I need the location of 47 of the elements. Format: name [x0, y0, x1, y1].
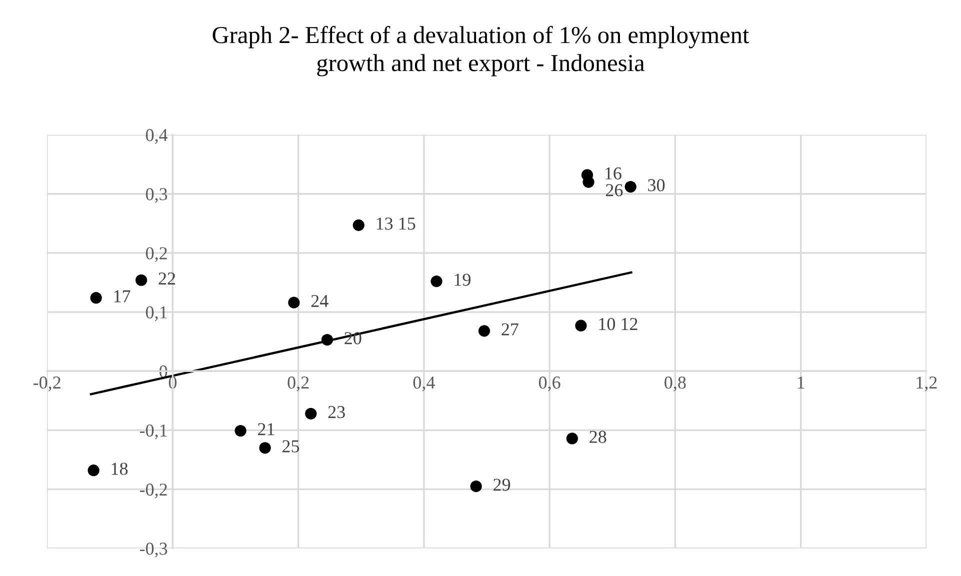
point [470, 480, 482, 492]
annotation: 25 [282, 440, 300, 452]
annotation: 24 [311, 294, 328, 307]
annotation: 16 [605, 167, 622, 180]
point [566, 432, 578, 444]
annotation: 29 [494, 478, 510, 491]
y-tick-label: 0,3 [146, 188, 168, 203]
point [575, 320, 587, 332]
point [321, 334, 334, 346]
annotation: 23 [328, 406, 345, 418]
point [430, 275, 442, 288]
x-tick-label: -0,2 [33, 376, 60, 392]
y-tick-label: -0,2 [140, 484, 167, 498]
x-tick-label: 0,8 [664, 376, 686, 392]
point [352, 219, 364, 231]
annotation: 26 [606, 184, 623, 196]
chart-title: Graph 2- Effect of a devaluation of 1% on employment growth and net export - Indonesia [212, 26, 750, 76]
point [305, 408, 317, 420]
annotation: 17 [114, 290, 130, 302]
x-tick-label: 1 [798, 376, 804, 388]
point [259, 442, 271, 454]
point [135, 274, 148, 286]
point [478, 325, 490, 337]
y-tick-label: 0,4 [146, 129, 168, 144]
annotation: 21 [258, 423, 274, 436]
annotation: 28 [590, 430, 606, 443]
y-tick-label: 0,1 [146, 306, 167, 322]
point [582, 176, 594, 188]
point [288, 296, 300, 308]
point [88, 464, 100, 476]
annotation: 19 [454, 274, 470, 286]
y-tick-label: 0,2 [146, 247, 167, 262]
annotation: 18 [112, 462, 128, 475]
y-tick-label: -0,3 [140, 542, 168, 558]
point [234, 424, 246, 437]
x-tick-label: 0,4 [413, 376, 435, 392]
point [90, 292, 102, 304]
annotation: 13 15 [376, 218, 416, 230]
y-tick-label: -0,1 [140, 424, 167, 440]
annotation: 22 [158, 272, 176, 284]
point [624, 180, 636, 193]
annotation: 27 [502, 323, 518, 336]
annotation: 30 [648, 179, 665, 192]
x-tick-label: 1,2 [916, 376, 937, 392]
annotation: 10 12 [599, 318, 638, 330]
x-tick-label: 0,6 [538, 376, 560, 392]
x-tick-label: 0,2 [288, 376, 309, 392]
